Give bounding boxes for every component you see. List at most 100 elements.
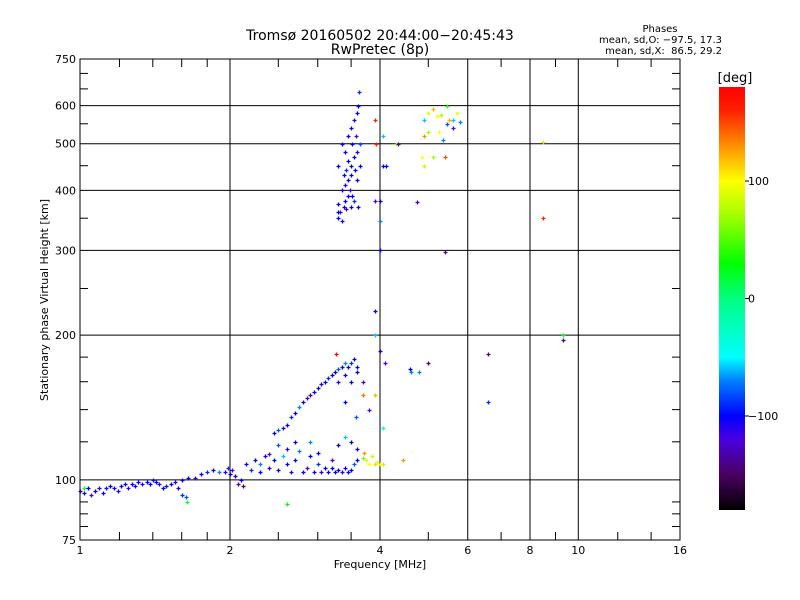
data-point xyxy=(355,178,360,183)
data-point xyxy=(349,126,354,131)
colorbar-label: [deg] xyxy=(718,71,753,86)
data-point xyxy=(445,122,450,127)
y-tick-label: 500 xyxy=(55,138,76,151)
data-point xyxy=(370,454,375,459)
data-point xyxy=(422,164,427,169)
data-point xyxy=(355,111,360,116)
data-point xyxy=(148,482,153,487)
data-point xyxy=(443,155,448,160)
data-point xyxy=(340,470,345,475)
data-point xyxy=(352,462,357,467)
data-point xyxy=(301,400,306,405)
data-point xyxy=(343,373,348,378)
data-point xyxy=(326,470,331,475)
data-point xyxy=(186,476,191,481)
data-point xyxy=(426,361,431,366)
data-point xyxy=(346,159,351,164)
data-point xyxy=(361,380,366,385)
data-point xyxy=(180,493,185,498)
data-point xyxy=(344,207,349,212)
data-point xyxy=(336,202,341,207)
data-point xyxy=(180,478,185,483)
data-point xyxy=(343,400,348,405)
data-point xyxy=(352,118,357,123)
data-point xyxy=(161,486,166,491)
data-point xyxy=(281,426,286,431)
data-point xyxy=(285,462,290,467)
data-point xyxy=(367,462,372,467)
data-point xyxy=(346,365,351,370)
y-tick-label: 100 xyxy=(55,474,76,487)
data-point xyxy=(431,155,436,160)
data-point xyxy=(343,150,348,155)
data-point xyxy=(308,440,313,445)
data-point xyxy=(340,219,345,224)
data-point xyxy=(357,90,362,95)
data-point xyxy=(272,458,277,463)
data-point xyxy=(297,449,302,454)
data-point xyxy=(352,199,357,204)
data-point xyxy=(378,349,383,354)
data-point xyxy=(316,386,321,391)
data-point xyxy=(276,428,281,433)
data-point xyxy=(373,199,378,204)
x-tick-label: 10 xyxy=(571,544,585,557)
data-point xyxy=(233,474,238,479)
data-point xyxy=(408,367,413,372)
data-point xyxy=(350,194,355,199)
data-point xyxy=(185,500,190,505)
data-point xyxy=(228,472,233,477)
data-point xyxy=(285,502,290,507)
y-tick-label: 300 xyxy=(55,244,76,257)
x-tick-label: 16 xyxy=(673,544,687,557)
data-point xyxy=(561,338,566,343)
data-point xyxy=(541,216,546,221)
stats-x-mode: mean, sd,X: 86.5, 29.2 xyxy=(605,46,722,57)
data-point xyxy=(176,486,181,491)
data-point xyxy=(108,484,113,489)
data-point xyxy=(289,470,294,475)
data-point xyxy=(343,199,348,204)
data-point xyxy=(157,482,162,487)
data-point xyxy=(93,489,98,494)
data-point xyxy=(435,114,440,119)
data-point xyxy=(272,431,277,436)
data-point xyxy=(445,104,450,109)
data-point xyxy=(343,435,348,440)
data-point xyxy=(361,393,366,398)
data-point xyxy=(346,134,351,139)
data-point xyxy=(349,361,354,366)
data-point xyxy=(336,367,341,372)
data-point xyxy=(439,113,444,118)
data-point xyxy=(422,134,427,139)
data-point xyxy=(451,118,456,123)
data-point xyxy=(356,104,361,109)
data-point xyxy=(330,458,335,463)
data-point xyxy=(354,134,359,139)
data-point xyxy=(312,470,317,475)
data-point xyxy=(355,150,360,155)
chart-subtitle: RwPretec (8p) xyxy=(331,42,429,58)
data-point xyxy=(334,352,339,357)
y-axis-label: Stationary phase Virtual Height [km] xyxy=(38,199,51,401)
data-point xyxy=(417,370,422,375)
data-point xyxy=(184,495,189,500)
data-point xyxy=(326,376,331,381)
data-point xyxy=(349,468,354,473)
data-point xyxy=(340,365,345,370)
data-point xyxy=(217,470,222,475)
y-tick-label: 75 xyxy=(62,534,76,547)
data-point xyxy=(401,458,406,463)
data-point xyxy=(346,194,351,199)
data-point xyxy=(349,380,354,385)
data-point xyxy=(375,460,380,465)
data-point xyxy=(352,155,357,160)
data-point xyxy=(356,205,361,210)
y-tick-label: 200 xyxy=(55,329,76,342)
data-point xyxy=(308,393,313,398)
data-point xyxy=(119,484,124,489)
data-point xyxy=(258,462,263,467)
data-point xyxy=(140,482,145,487)
data-point xyxy=(193,476,198,481)
